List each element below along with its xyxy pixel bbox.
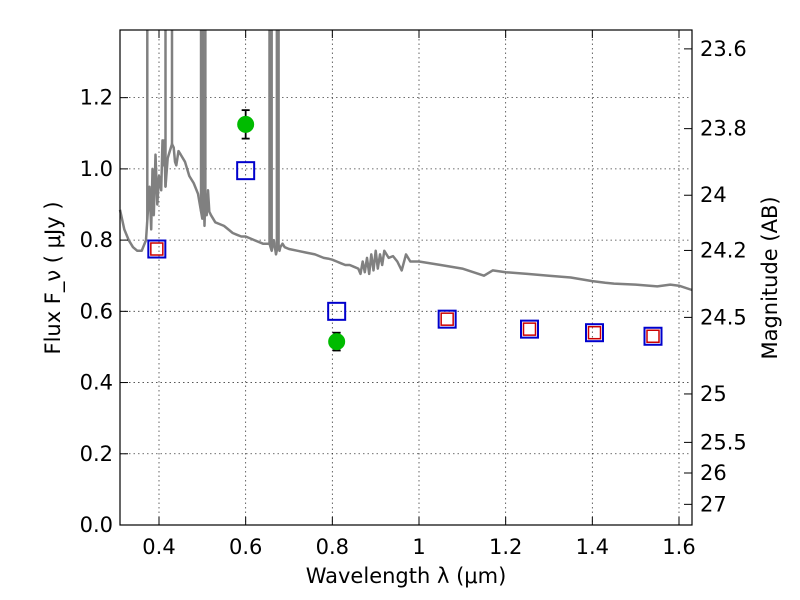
x-tick-label: 1.6 — [662, 535, 695, 559]
right-axis-tick-label: 23.8 — [700, 117, 747, 141]
model-blue-square — [585, 323, 604, 343]
model-blue-square — [437, 309, 457, 329]
model-blue-square — [236, 161, 256, 181]
model-blue-square — [147, 239, 167, 259]
y-tick-label: 1.0 — [80, 157, 113, 181]
x-tick-label: 1.4 — [576, 535, 609, 559]
model-red-square — [646, 329, 660, 344]
x-axis-title: Wavelength λ (μm) — [306, 564, 507, 588]
x-tick-label: 0.8 — [316, 535, 349, 559]
model-blue-square — [643, 326, 663, 346]
model-red-square — [587, 325, 602, 340]
right-axis-tick-label: 25.5 — [700, 430, 747, 454]
right-axis-tick-label: 23.6 — [700, 37, 747, 61]
y-tick-label: 0.0 — [80, 513, 113, 537]
y-axis-title: Flux F_ν ( μJy ) — [41, 201, 66, 354]
model-red-square — [522, 322, 537, 336]
model-red-square — [440, 312, 454, 326]
right-axis-tick-label: 24.5 — [700, 305, 747, 329]
y-tick-label: 0.2 — [80, 442, 113, 466]
x-tick-label: 0.4 — [142, 535, 175, 559]
right-axis-tick-label: 24 — [700, 183, 727, 207]
x-tick-label: 1 — [412, 535, 425, 559]
grid-lines — [120, 30, 692, 526]
observed-flux-point — [328, 333, 346, 351]
model-blue-square — [520, 319, 539, 339]
right-axis-tick-label: 27 — [700, 492, 727, 516]
model-blue-square — [327, 301, 347, 321]
model-red-square — [150, 242, 164, 256]
right-axis-title: Magnitude (AB) — [758, 196, 782, 359]
y-tick-label: 0.4 — [80, 371, 113, 395]
photometry-markers — [147, 109, 663, 352]
right-axis-tick-label: 24.2 — [700, 238, 747, 262]
axes: 0.4 0.6 0.8 1 1.2 1.4 1.6 0.0 0.2 0.4 0.6 0.8 1.0 1.2… — [80, 30, 747, 559]
y-tick-label: 0.6 — [80, 299, 113, 323]
right-axis-tick-label: 26 — [700, 461, 727, 485]
observed-flux-point — [237, 115, 255, 133]
x-tick-label: 1.2 — [489, 535, 522, 559]
y-tick-label: 1.2 — [80, 86, 113, 110]
plot-frame — [119, 29, 693, 526]
right-axis-tick-label: 25 — [700, 382, 727, 406]
x-tick-label: 0.6 — [229, 535, 262, 559]
model-spectrum — [118, 30, 693, 292]
y-tick-label: 0.8 — [80, 228, 113, 252]
